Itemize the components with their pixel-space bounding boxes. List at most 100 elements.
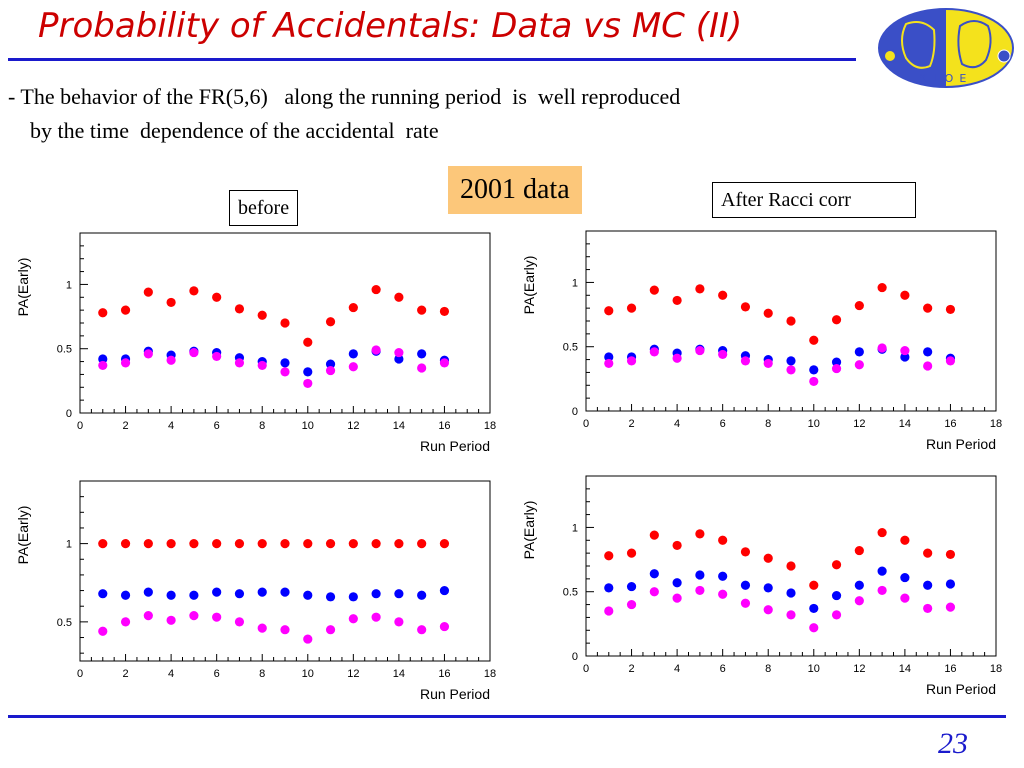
data-point-red xyxy=(325,317,336,327)
data-point-red xyxy=(604,551,614,561)
data-point-blue xyxy=(303,367,313,377)
data-point-red xyxy=(371,284,381,295)
data-point-red xyxy=(877,282,887,293)
data-point-magenta xyxy=(809,623,819,633)
data-point-magenta xyxy=(649,347,659,357)
data-point-blue xyxy=(786,356,796,366)
x-tick-label: 4 xyxy=(674,418,680,430)
data-point-red xyxy=(303,539,313,549)
data-point-magenta xyxy=(303,634,313,644)
data-point-red xyxy=(604,306,614,316)
data-point-blue xyxy=(98,589,108,599)
logo-blue-half xyxy=(879,9,946,87)
x-tick-label: 14 xyxy=(393,420,405,432)
data-point-red xyxy=(809,335,819,345)
chart-bottom-left: 0 2 4 6 8 10 12 14 16 18 0.5 1 Run Period PA(Early) xyxy=(14,475,504,707)
data-point-red xyxy=(945,549,956,560)
data-point-blue xyxy=(417,349,427,359)
data-point-magenta xyxy=(763,358,773,369)
data-point-blue xyxy=(831,357,842,367)
data-point-blue xyxy=(900,572,910,583)
y-tick-label: 1 xyxy=(66,279,72,291)
data-point-magenta xyxy=(189,347,199,358)
x-tick-label: 0 xyxy=(77,668,83,680)
data-point-magenta xyxy=(831,363,842,374)
data-point-red xyxy=(763,308,773,318)
data-point-magenta xyxy=(98,626,108,636)
data-point-blue xyxy=(166,590,176,600)
data-point-blue xyxy=(695,570,705,580)
bullet-line-2: by the time dependence of the accidental… xyxy=(30,118,439,143)
data-point-magenta xyxy=(649,587,659,597)
data-point-red xyxy=(763,553,773,563)
data-point-blue xyxy=(348,349,358,359)
series-magenta xyxy=(98,611,450,644)
title-underline xyxy=(8,58,856,61)
data-point-magenta xyxy=(417,625,427,635)
data-point-magenta xyxy=(900,593,910,603)
label-after-racci-corr: After Racci corr xyxy=(712,182,916,218)
y-axis-label: PA(Early) xyxy=(15,506,31,565)
data-point-blue xyxy=(831,590,842,601)
series-magenta xyxy=(604,585,956,633)
chart-svg-1: 0 2 4 6 8 10 12 14 16 18 0 0.5 1 Run Period PA(Early) xyxy=(521,230,1002,452)
data-point-blue xyxy=(417,590,427,600)
data-point-red xyxy=(257,539,267,549)
x-tick-label: 0 xyxy=(77,420,83,432)
data-point-red xyxy=(831,560,842,570)
data-point-red xyxy=(234,539,245,549)
data-point-magenta xyxy=(786,610,796,620)
footer-rule xyxy=(8,715,1006,718)
logo-face-right xyxy=(957,20,992,69)
y-tick-label: 0.5 xyxy=(563,587,578,599)
data-point-red xyxy=(371,539,381,549)
data-point-red xyxy=(740,302,751,312)
series-red xyxy=(98,539,450,549)
x-tick-label: 16 xyxy=(944,418,956,430)
series-magenta xyxy=(604,343,956,387)
data-point-magenta xyxy=(371,345,381,355)
data-point-red xyxy=(212,292,222,302)
data-point-blue xyxy=(854,580,864,590)
data-point-magenta xyxy=(854,596,864,606)
data-point-red xyxy=(786,561,796,571)
data-point-red xyxy=(718,535,728,545)
x-tick-label: 12 xyxy=(347,668,359,680)
data-point-blue xyxy=(303,590,313,600)
data-point-magenta xyxy=(257,360,267,371)
data-point-blue xyxy=(945,579,956,589)
chart-bottom-right: 0 2 4 6 8 10 12 14 16 18 0 0.5 1 Run Period PA(Early) xyxy=(520,470,1010,702)
data-point-magenta xyxy=(604,606,614,616)
data-point-blue xyxy=(763,583,773,593)
data-point-red xyxy=(417,305,427,315)
data-point-blue xyxy=(900,352,910,362)
data-point-red xyxy=(120,539,131,549)
data-point-red xyxy=(649,285,659,295)
y-axis-label: PA(Early) xyxy=(15,258,31,317)
x-tick-label: 16 xyxy=(944,663,956,675)
data-point-magenta xyxy=(348,614,358,624)
x-tick-label: 12 xyxy=(853,663,865,675)
data-point-red xyxy=(325,539,336,549)
data-point-blue xyxy=(877,566,887,576)
data-point-red xyxy=(280,539,290,549)
x-tick-label: 12 xyxy=(853,418,865,430)
data-point-magenta xyxy=(325,365,336,376)
data-point-blue xyxy=(604,352,614,362)
data-point-blue xyxy=(672,578,682,588)
data-point-magenta xyxy=(325,625,336,635)
x-tick-label: 4 xyxy=(674,663,680,675)
y-tick-label: 0.5 xyxy=(57,344,72,356)
data-point-blue xyxy=(325,592,336,602)
data-point-magenta xyxy=(695,585,705,596)
data-point-magenta xyxy=(626,599,637,610)
data-point-blue xyxy=(257,587,267,597)
x-tick-label: 8 xyxy=(259,668,265,680)
data-point-magenta xyxy=(120,358,131,368)
data-point-red xyxy=(143,287,153,297)
data-point-magenta xyxy=(923,603,933,614)
data-point-red xyxy=(439,539,450,549)
series-red xyxy=(604,282,956,345)
data-point-red xyxy=(945,304,956,315)
data-point-magenta xyxy=(189,611,199,621)
